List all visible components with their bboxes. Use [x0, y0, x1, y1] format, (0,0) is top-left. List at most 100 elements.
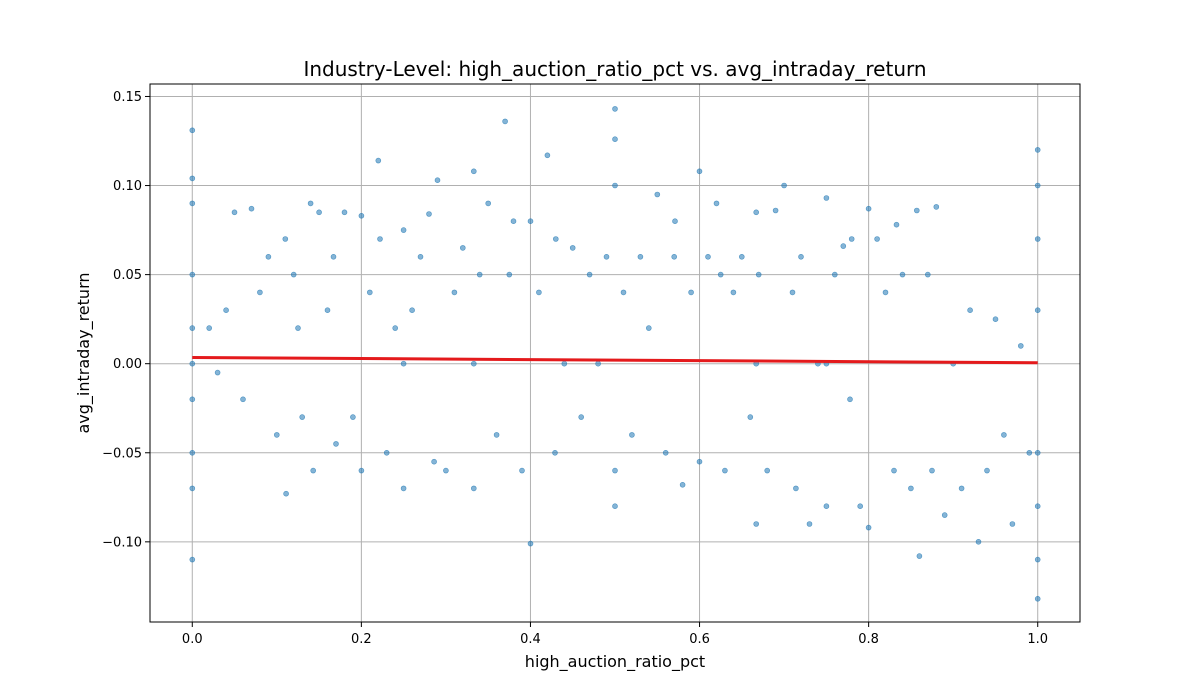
scatter-point	[552, 236, 559, 242]
scatter-point	[206, 325, 212, 331]
scatter-point	[696, 458, 703, 465]
scatter-point	[798, 253, 804, 260]
scatter-point	[755, 271, 762, 278]
scatter-point	[688, 289, 694, 296]
x-tick-label: 0.4	[520, 632, 541, 647]
scatter-point	[400, 360, 407, 367]
scatter-point	[350, 414, 356, 420]
x-tick-label: 0.6	[689, 632, 710, 647]
scatter-point	[426, 211, 432, 217]
scatter-point	[891, 467, 897, 474]
scatter-point	[265, 253, 272, 260]
scatter-point	[916, 553, 923, 559]
scatter-point	[506, 271, 513, 278]
scatter-point	[637, 253, 644, 260]
scatter-point	[434, 177, 441, 183]
scatter-point	[882, 289, 889, 296]
scatter-point	[848, 236, 855, 242]
scatter-point	[1034, 182, 1041, 189]
scatter-point	[510, 218, 517, 224]
scatter-point	[400, 227, 407, 233]
scatter-point	[189, 175, 196, 182]
scatter-point	[730, 289, 737, 296]
scatter-point	[847, 396, 853, 403]
scatter-point	[603, 253, 610, 260]
x-tick-label: 0.2	[351, 632, 372, 647]
scatter-point	[823, 503, 830, 510]
scatter-point	[377, 236, 383, 242]
scatter-point	[753, 521, 760, 527]
grid-lines	[150, 84, 1080, 622]
scatter-point	[924, 271, 931, 278]
scatter-point	[330, 253, 337, 260]
scatter-point	[1034, 307, 1041, 314]
scatter-point	[310, 467, 317, 474]
y-tick-label: −0.10	[102, 535, 142, 550]
scatter-point	[493, 432, 500, 438]
scatter-point	[764, 467, 771, 474]
scatter-point	[552, 449, 558, 456]
scatter-point	[578, 414, 585, 420]
scatter-point	[781, 182, 787, 189]
scatter-point	[470, 485, 477, 492]
scatter-point	[620, 289, 627, 296]
scatter-point	[958, 485, 965, 492]
scatter-point	[299, 414, 306, 420]
scatter-point	[358, 467, 365, 474]
scatter-point	[913, 207, 920, 214]
scatter-point	[1017, 343, 1024, 349]
y-axis-label: avg_intraday_return	[74, 272, 94, 433]
scatter-point	[840, 243, 847, 249]
y-tick-label: −0.05	[102, 446, 142, 461]
y-tick-label: 0.15	[113, 90, 142, 105]
x-tick-label: 0.0	[182, 632, 203, 647]
scatter-point	[1034, 236, 1041, 242]
scatter-point	[485, 200, 492, 207]
scatter-point	[1034, 556, 1041, 563]
scatter-point	[857, 503, 864, 510]
scatter-point	[189, 396, 196, 403]
scatter-point	[189, 449, 196, 456]
scatter-point	[679, 481, 686, 488]
scatter-point	[612, 182, 618, 189]
scatter-point	[696, 168, 703, 175]
scatter-point	[772, 207, 779, 214]
scatter-point	[290, 271, 297, 278]
scatter-point	[975, 538, 982, 545]
plot-frame	[149, 83, 1081, 623]
scatter-point	[612, 136, 618, 142]
scatter-point	[629, 432, 635, 438]
scatter-point	[672, 218, 678, 224]
scatter-point	[375, 157, 382, 164]
scatter-point	[941, 512, 948, 518]
x-tick-label: 0.8	[858, 632, 879, 647]
scatter-point	[316, 209, 322, 216]
scatter-point	[240, 396, 246, 403]
scatter-point	[738, 253, 745, 260]
scatter-point	[793, 485, 799, 492]
scatter-point	[929, 467, 935, 474]
scatter-point	[992, 316, 999, 323]
scatter-point	[1026, 449, 1033, 456]
scatter-point	[307, 200, 314, 207]
scatter-point	[717, 271, 724, 278]
scatter-point	[1034, 147, 1041, 153]
trend-line	[192, 355, 1038, 365]
scatter-point	[189, 556, 196, 563]
scatter-point	[366, 289, 373, 296]
scatter-point	[519, 467, 525, 474]
scatter-point	[865, 524, 872, 531]
scatter-point	[753, 209, 760, 216]
scatter-point	[358, 213, 365, 219]
scatter-point	[400, 485, 407, 492]
scatter-point	[662, 449, 669, 456]
scatter-point	[908, 485, 914, 492]
scatter-point	[544, 152, 551, 159]
scatter-point	[527, 218, 534, 224]
scatter-point	[431, 458, 437, 465]
scatter-point	[1001, 432, 1007, 438]
scatter-point	[654, 191, 661, 198]
scatter-point	[1009, 521, 1016, 527]
scatter-point	[223, 307, 229, 314]
